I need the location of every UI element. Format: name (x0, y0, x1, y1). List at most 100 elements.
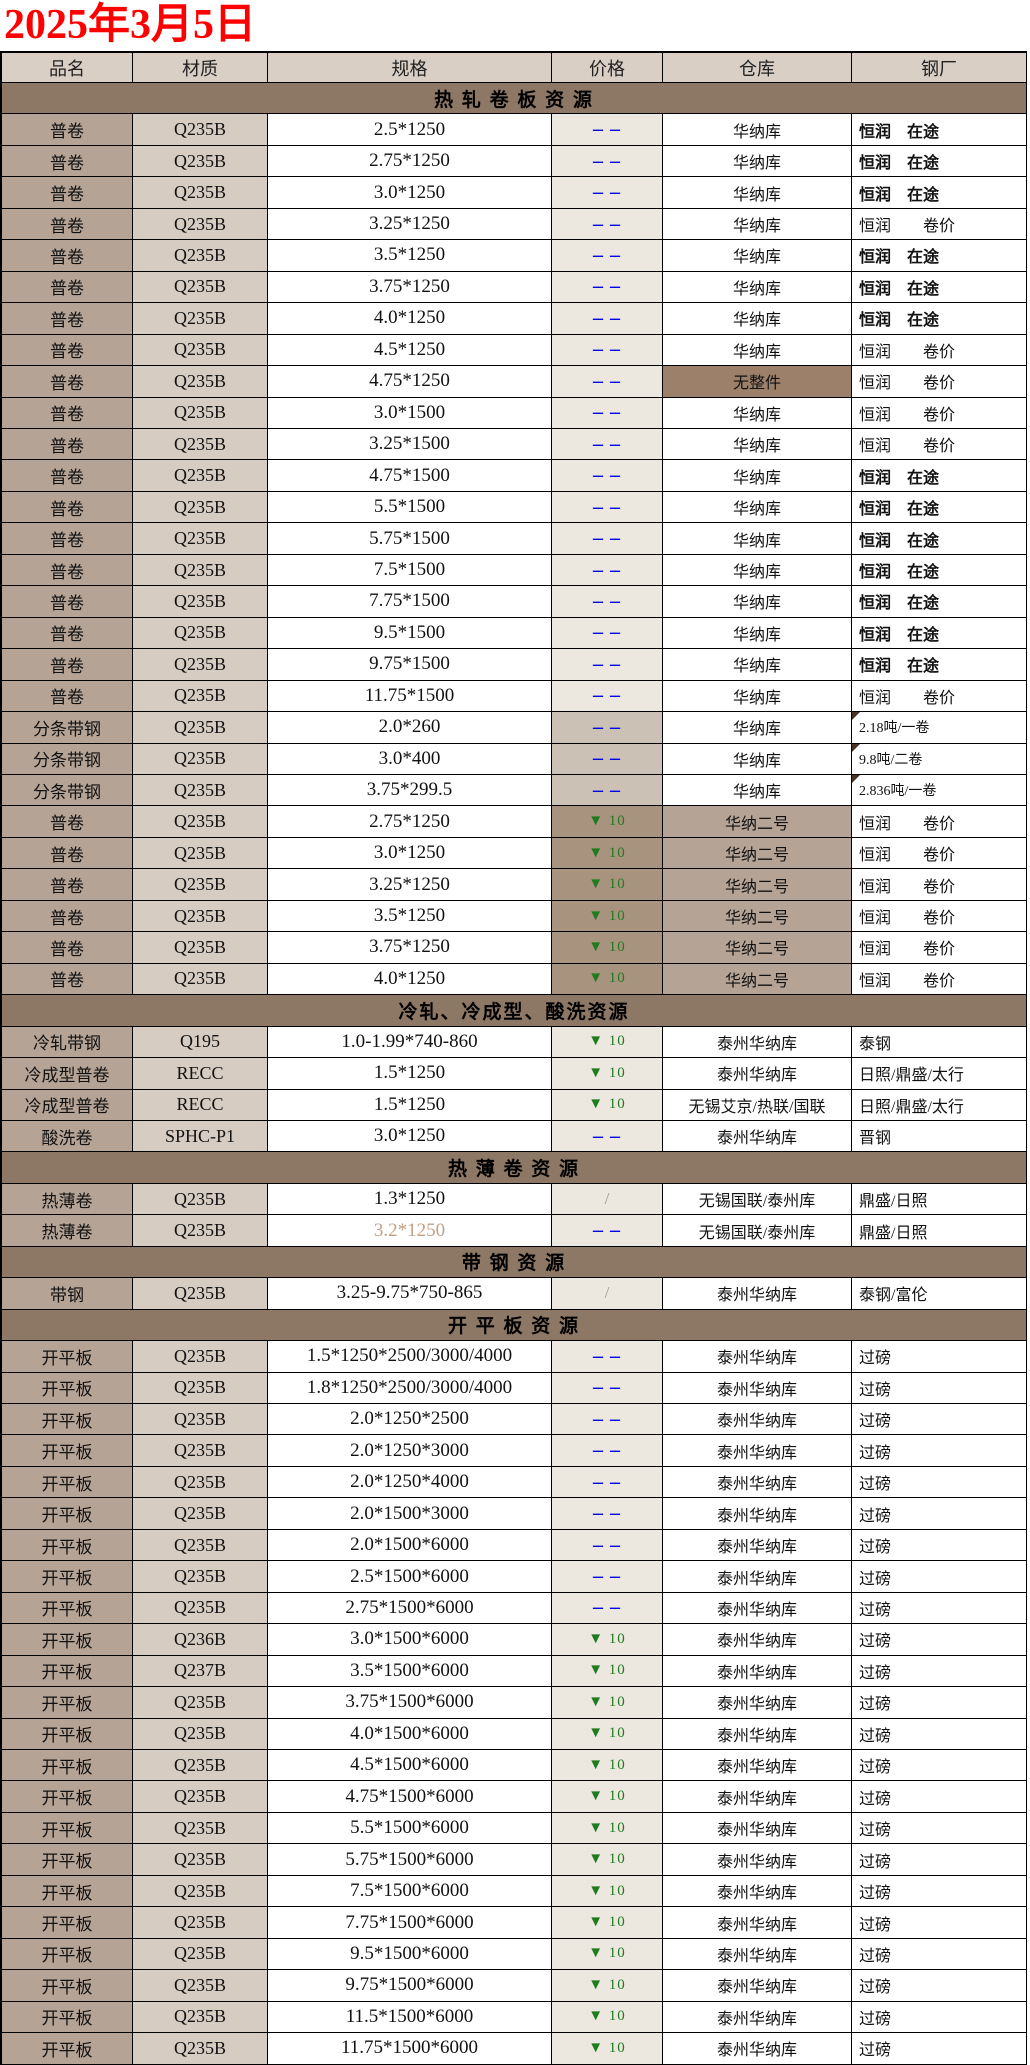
mill-cell[interactable]: 恒润 卷价 (852, 334, 1027, 367)
price-cell[interactable]: – – (552, 1592, 663, 1625)
spec-cell[interactable]: 4.0*1250 (268, 963, 552, 996)
spec-cell[interactable]: 5.5*1500*6000 (268, 1812, 552, 1845)
warehouse-cell[interactable]: 泰州华纳库 (663, 1498, 852, 1530)
spec-cell[interactable]: 2.0*1500*6000 (268, 1529, 552, 1562)
material-cell[interactable]: Q235B (133, 712, 268, 744)
warehouse-cell[interactable]: 华纳库 (663, 491, 852, 524)
product-name-cell[interactable]: 普卷 (2, 491, 133, 524)
material-cell[interactable]: Q235B (133, 1183, 268, 1216)
product-name-cell[interactable]: 开平板 (2, 1875, 133, 1908)
price-cell[interactable]: – – (552, 460, 663, 492)
spec-cell[interactable]: 2.75*1500*6000 (268, 1592, 552, 1625)
price-cell[interactable]: ▼ 10 (552, 1655, 663, 1688)
mill-cell[interactable]: 过磅 (852, 1655, 1027, 1688)
material-cell[interactable]: Q195 (133, 1026, 268, 1059)
price-cell[interactable]: – – (552, 428, 663, 461)
product-name-cell[interactable]: 普卷 (2, 680, 133, 713)
price-cell[interactable]: – – (552, 1498, 663, 1530)
product-name-cell[interactable]: 开平板 (2, 1561, 133, 1593)
spec-cell[interactable]: 9.5*1500*6000 (268, 1938, 552, 1971)
spec-cell[interactable]: 1.3*1250 (268, 1183, 552, 1216)
price-cell[interactable]: – – (552, 617, 663, 650)
spec-cell[interactable]: 11.75*1500*6000 (268, 2033, 552, 2065)
price-cell[interactable]: – – (552, 1529, 663, 1562)
price-cell[interactable]: – – (552, 145, 663, 178)
material-cell[interactable]: Q235B (133, 271, 268, 304)
section-title[interactable]: 冷轧、冷成型、酸洗资源 (2, 995, 1027, 1027)
product-name-cell[interactable]: 开平板 (2, 1781, 133, 1813)
product-name-cell[interactable]: 普卷 (2, 837, 133, 870)
mill-cell[interactable]: 恒润 在途 (852, 271, 1027, 304)
product-name-cell[interactable]: 分条带钢 (2, 712, 133, 744)
price-cell[interactable]: ▼ 10 (552, 2033, 663, 2065)
spec-cell[interactable]: 5.5*1500 (268, 491, 552, 524)
product-name-cell[interactable]: 开平板 (2, 1341, 133, 1373)
warehouse-cell[interactable]: 华纳库 (663, 774, 852, 807)
warehouse-cell[interactable]: 华纳库 (663, 554, 852, 587)
material-cell[interactable]: Q235B (133, 1750, 268, 1782)
material-cell[interactable]: Q235B (133, 1781, 268, 1813)
price-cell[interactable]: – – (552, 177, 663, 209)
mill-cell[interactable]: 2.836吨/一卷 (852, 774, 1027, 807)
mill-cell[interactable]: 恒润 卷价 (852, 963, 1027, 996)
price-cell[interactable]: ▼ 10 (552, 1026, 663, 1059)
mill-cell[interactable]: 过磅 (852, 1687, 1027, 1719)
warehouse-cell[interactable]: 华纳库 (663, 743, 852, 775)
product-name-cell[interactable]: 冷成型普卷 (2, 1058, 133, 1090)
material-cell[interactable]: Q235B (133, 334, 268, 367)
spec-cell[interactable]: 3.25*1250 (268, 869, 552, 901)
price-cell[interactable]: ▼ 10 (552, 932, 663, 964)
mill-cell[interactable]: 恒润 在途 (852, 491, 1027, 524)
mill-cell[interactable]: 恒润 卷价 (852, 397, 1027, 429)
price-cell[interactable]: ▼ 10 (552, 2001, 663, 2034)
product-name-cell[interactable]: 开平板 (2, 1372, 133, 1405)
material-cell[interactable]: Q235B (133, 1341, 268, 1373)
column-header-mill[interactable]: 钢厂 (852, 53, 1027, 83)
material-cell[interactable]: Q235B (133, 1466, 268, 1499)
spec-cell[interactable]: 1.8*1250*2500/3000/4000 (268, 1372, 552, 1405)
price-cell[interactable]: – – (552, 1215, 663, 1247)
material-cell[interactable]: Q235B (133, 1970, 268, 2002)
mill-cell[interactable]: 恒润 在途 (852, 617, 1027, 650)
material-cell[interactable]: Q235B (133, 1718, 268, 1751)
spec-cell[interactable]: 9.75*1500 (268, 649, 552, 681)
material-cell[interactable]: Q235B (133, 869, 268, 901)
warehouse-cell[interactable]: 华纳库 (663, 303, 852, 335)
warehouse-cell[interactable]: 泰州华纳库 (663, 1058, 852, 1090)
price-cell[interactable]: ▼ 10 (552, 1089, 663, 1121)
mill-cell[interactable]: 泰钢 (852, 1026, 1027, 1059)
material-cell[interactable]: Q235B (133, 1435, 268, 1467)
warehouse-cell[interactable]: 华纳库 (663, 271, 852, 304)
product-name-cell[interactable]: 普卷 (2, 932, 133, 964)
mill-cell[interactable]: 过磅 (852, 1750, 1027, 1782)
section-title[interactable]: 热 薄 卷 资 源 (2, 1152, 1027, 1184)
price-cell[interactable]: – – (552, 712, 663, 744)
spec-cell[interactable]: 3.5*1500*6000 (268, 1655, 552, 1688)
warehouse-cell[interactable]: 泰州华纳库 (663, 1875, 852, 1908)
product-name-cell[interactable]: 开平板 (2, 1435, 133, 1467)
warehouse-cell[interactable]: 无整件 (663, 366, 852, 398)
price-cell[interactable]: – – (552, 366, 663, 398)
material-cell[interactable]: Q235B (133, 1529, 268, 1562)
warehouse-cell[interactable]: 泰州华纳库 (663, 1404, 852, 1436)
spec-cell[interactable]: 2.75*1250 (268, 145, 552, 178)
material-cell[interactable]: Q235B (133, 1687, 268, 1719)
mill-cell[interactable]: 日照/鼎盛/太行 (852, 1089, 1027, 1121)
spec-cell[interactable]: 4.0*1250 (268, 303, 552, 335)
mill-cell[interactable]: 过磅 (852, 1624, 1027, 1656)
mill-cell[interactable]: 恒润 卷价 (852, 366, 1027, 398)
material-cell[interactable]: Q237B (133, 1655, 268, 1688)
warehouse-cell[interactable]: 泰州华纳库 (663, 1435, 852, 1467)
mill-cell[interactable]: 过磅 (852, 1529, 1027, 1562)
mill-cell[interactable]: 恒润 在途 (852, 523, 1027, 555)
mill-cell[interactable]: 过磅 (852, 1907, 1027, 1939)
material-cell[interactable]: Q235B (133, 1812, 268, 1845)
mill-cell[interactable]: 恒润 在途 (852, 114, 1027, 146)
material-cell[interactable]: Q235B (133, 114, 268, 146)
column-header-price[interactable]: 价格 (552, 53, 663, 83)
mill-cell[interactable]: 恒润 卷价 (852, 428, 1027, 461)
mill-cell[interactable]: 恒润 在途 (852, 460, 1027, 492)
material-cell[interactable]: Q235B (133, 240, 268, 272)
price-cell[interactable]: ▼ 10 (552, 963, 663, 996)
price-cell[interactable]: ▼ 10 (552, 1844, 663, 1876)
